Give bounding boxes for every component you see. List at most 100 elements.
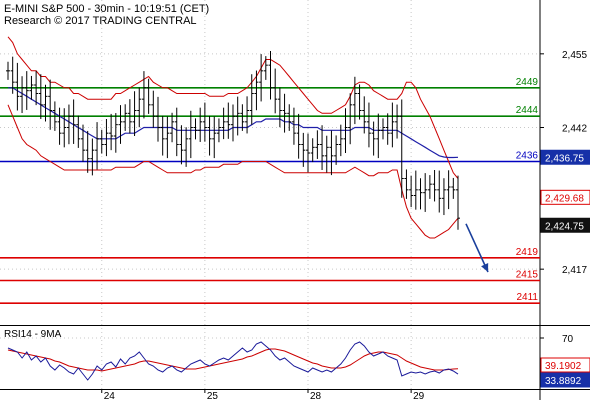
price-bar (451, 177, 456, 199)
price-bar (357, 84, 362, 120)
projection-arrow-head (481, 263, 489, 272)
price-bar (193, 118, 198, 140)
price-bar (198, 107, 203, 142)
price-bar (273, 68, 278, 114)
price-bar (245, 96, 250, 134)
price-bar (24, 71, 29, 110)
price-bar (132, 91, 137, 136)
rsi-tag-red: 39.1902 (545, 361, 582, 372)
rsi-line (7, 341, 459, 381)
price-bar (385, 113, 390, 145)
price-bar (156, 96, 160, 142)
price-bar (226, 102, 231, 139)
price-bar (352, 76, 357, 125)
price-bar (371, 121, 376, 156)
price-tick-label: 2,455 (562, 50, 587, 61)
price-bar (338, 124, 343, 157)
price-bar (123, 104, 128, 131)
time-tick-label: 25 (207, 391, 219, 400)
price-bar (259, 54, 264, 102)
price-bar (174, 107, 179, 157)
price-bar (160, 115, 165, 156)
price-bar (48, 79, 53, 130)
price-bar (376, 113, 381, 159)
rsi-tag-blue: 33.8892 (545, 376, 582, 387)
price-bar (85, 130, 90, 173)
level-label-2436: 2436 (516, 151, 539, 162)
price-bar (395, 104, 400, 139)
price-bar (66, 104, 71, 145)
chart-title: E-MINI S&P 500 - 30min - 10:19:51 (CET) (4, 3, 210, 15)
rsi-tick-label: 70 (562, 334, 574, 345)
price-bar (127, 99, 132, 134)
price-bar (366, 102, 371, 148)
price-bar (296, 113, 301, 159)
price-tag-blue: 2,436.75 (545, 153, 584, 164)
price-bar (432, 170, 437, 202)
bollinger-upper-band (7, 36, 459, 179)
price-bar (212, 116, 217, 159)
price-bar (381, 118, 385, 140)
price-bar (418, 178, 423, 210)
time-tick-label: 24 (104, 391, 116, 400)
price-bar (38, 74, 43, 119)
level-label-2415: 2415 (516, 270, 539, 281)
price-bar (404, 169, 409, 199)
price-bar (165, 116, 170, 159)
price-bar (6, 61, 10, 80)
price-bar (446, 170, 451, 210)
price-bar (15, 62, 20, 111)
price-bar (207, 115, 212, 156)
price-bar (310, 138, 315, 163)
price-bar (301, 132, 306, 167)
price-bar (118, 105, 123, 144)
price-bar (315, 130, 320, 159)
price-bar (151, 90, 156, 128)
level-label-2419: 2419 (516, 247, 539, 258)
price-tag-red: 2,429.68 (545, 193, 584, 204)
price-bar (277, 87, 282, 128)
price-bar (306, 133, 310, 173)
price-bar (10, 56, 15, 94)
price-tag-black: 2,424.75 (545, 221, 584, 232)
price-bar (343, 108, 348, 153)
price-tag-box (540, 217, 590, 233)
price-bar (390, 102, 395, 148)
price-bar (202, 102, 207, 142)
level-label-2411: 2411 (516, 292, 538, 303)
rsi-tag-box (540, 357, 590, 373)
price-bar (62, 108, 67, 148)
price-bar (90, 138, 95, 176)
price-bar (137, 87, 142, 128)
rsi-ma-line (7, 348, 459, 372)
price-bar (287, 104, 292, 131)
price-bar (43, 84, 48, 122)
price-tag-box (540, 189, 590, 205)
price-bar (109, 113, 114, 151)
price-bar (34, 70, 39, 106)
time-tick-label: 29 (413, 391, 425, 400)
price-bar (291, 107, 296, 145)
price-bar (268, 51, 273, 100)
price-bar (437, 170, 442, 213)
price-bar (263, 56, 268, 80)
price-bar (52, 101, 57, 131)
price-tick-label: 2,417 (562, 265, 587, 276)
price-bar (95, 122, 100, 170)
price-bar (113, 113, 118, 153)
projection-arrow (465, 223, 489, 273)
price-bar (254, 70, 259, 111)
price-bar (427, 175, 432, 199)
price-bar (99, 129, 104, 154)
price-bar (179, 125, 184, 165)
price-bar (441, 178, 446, 216)
level-label-2444: 2444 (516, 105, 539, 116)
price-bar (170, 112, 175, 143)
price-bar (146, 78, 151, 114)
time-tick-label: 28 (310, 391, 322, 400)
price-bar (188, 110, 193, 159)
rsi-tag-box (540, 372, 590, 388)
price-bar (240, 104, 245, 131)
